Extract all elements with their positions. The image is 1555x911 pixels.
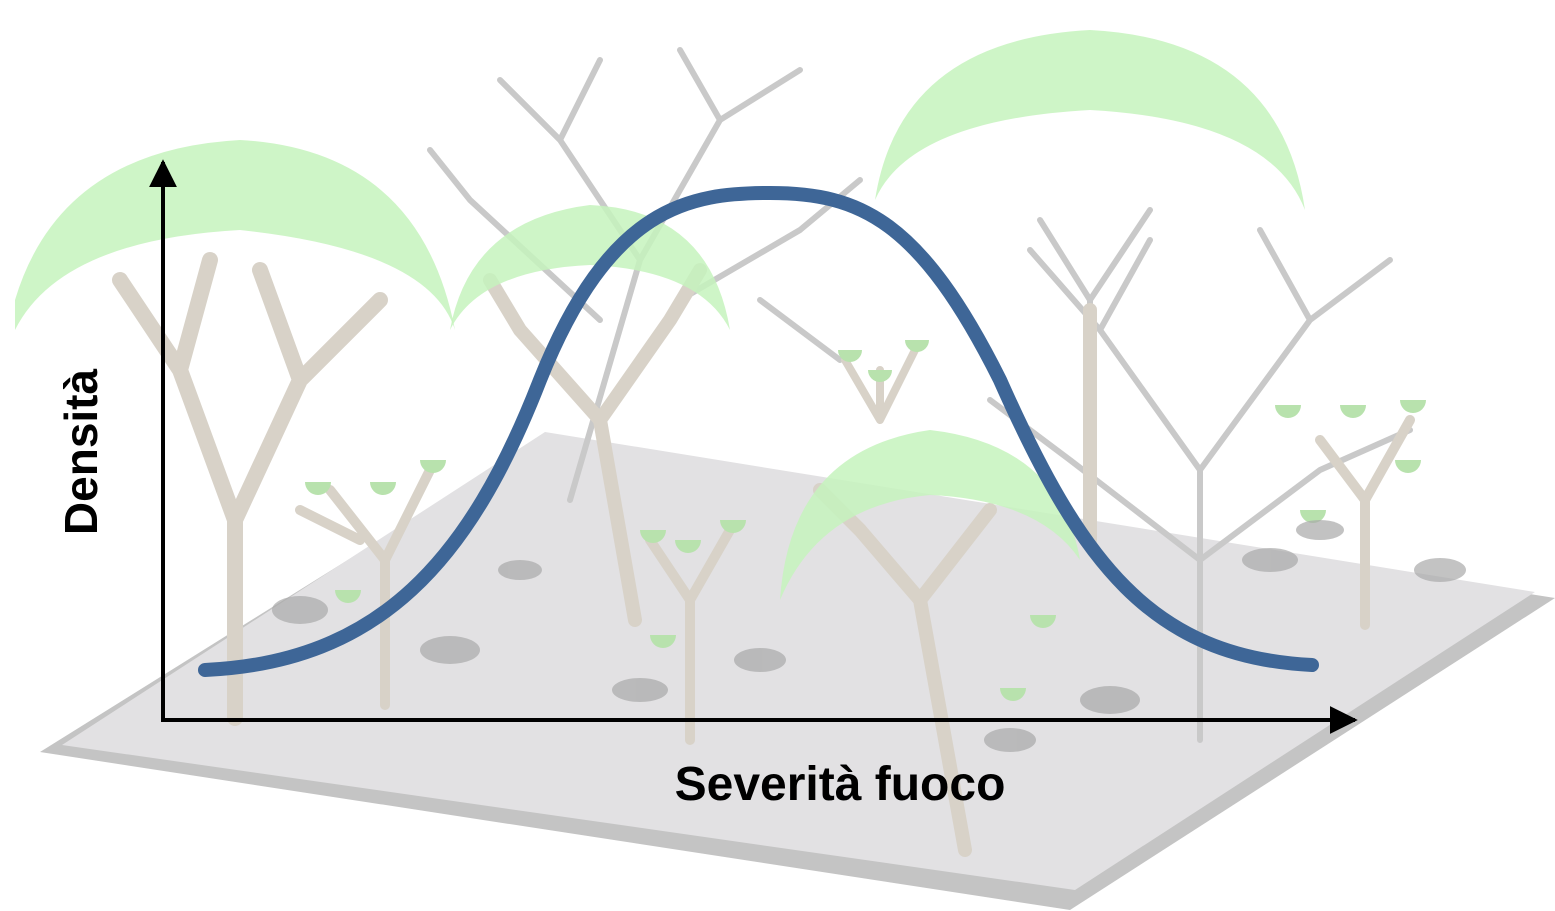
shrub: [640, 520, 746, 745]
canopy-tree: [875, 30, 1305, 547]
canopy-tree: [780, 430, 1080, 857]
shrub: [295, 460, 446, 710]
canopy-tree: [15, 140, 455, 726]
ground: [62, 432, 1535, 890]
shrub: [1275, 400, 1426, 630]
canopy-tree: [450, 205, 730, 627]
shrub: [838, 340, 1056, 701]
y-axis-label: Densità: [55, 369, 107, 536]
density-curve: [198, 185, 1319, 677]
bushes: [272, 520, 1466, 752]
x-axis-label: Severità fuoco: [675, 758, 1006, 811]
